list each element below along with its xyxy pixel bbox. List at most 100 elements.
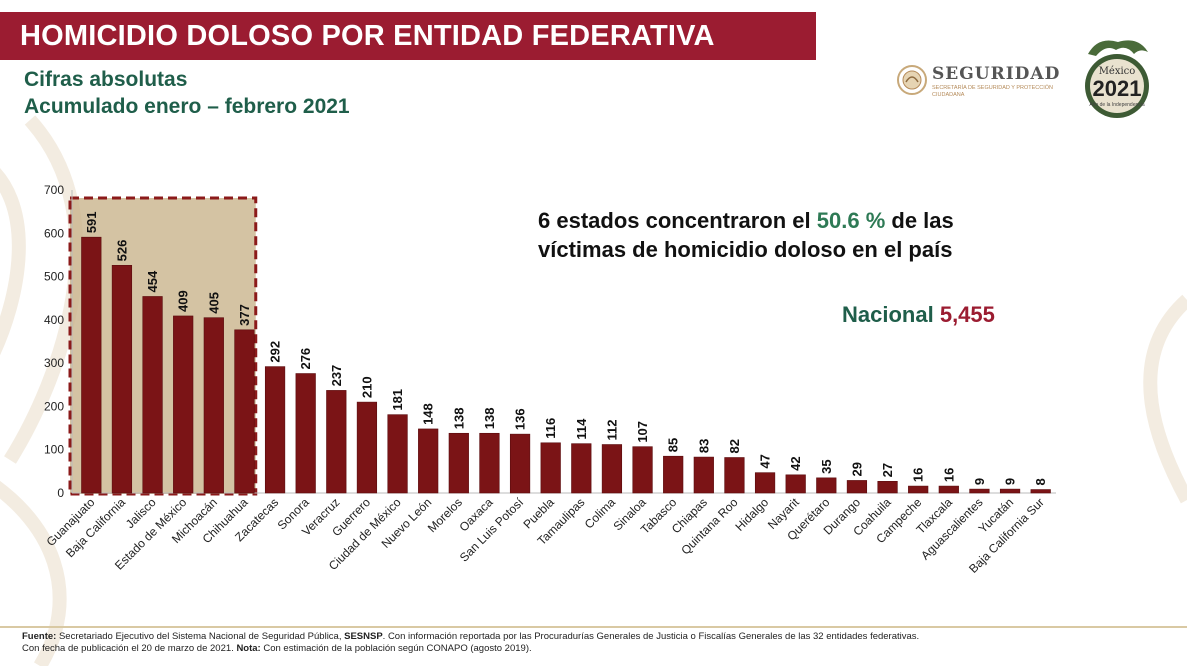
bar (173, 315, 194, 494)
data-label: 35 (819, 459, 834, 473)
y-tick-label: 500 (44, 270, 64, 284)
bar (601, 444, 623, 494)
mexico-2021-logo: México 2021 Año de la Independencia (1085, 40, 1149, 118)
page-title: HOMICIDIO DOLOSO POR ENTIDAD FEDERATIVA (0, 12, 816, 60)
footer-nota-label: Nota: (236, 643, 261, 654)
bar (908, 485, 929, 494)
bar (387, 414, 408, 494)
data-label: 276 (298, 348, 313, 370)
footer-fuente-label: Fuente: (22, 631, 57, 642)
bar (1030, 489, 1051, 494)
bar (785, 474, 806, 494)
data-label: 377 (237, 304, 252, 326)
bar (571, 443, 592, 494)
footer-sesnsp: SESNSP (344, 631, 383, 642)
data-label: 148 (421, 403, 436, 425)
bar (938, 485, 959, 494)
bar (418, 428, 439, 494)
bar (509, 433, 531, 494)
data-label: 27 (880, 463, 895, 477)
y-tick-label: 400 (44, 313, 64, 327)
nacional-value: 5,455 (939, 302, 995, 327)
data-label: 107 (635, 421, 650, 443)
subtitle-cifras: Cifras absolutas (24, 68, 188, 91)
data-label: 237 (329, 365, 344, 387)
bar (111, 265, 133, 494)
seguridad-logo: SEGURIDAD SECRETARÍA DE SEGURIDAD Y PROT… (896, 62, 1066, 102)
x-tick-label: Morelos (425, 495, 465, 535)
bar (877, 481, 898, 494)
y-tick-label: 0 (57, 486, 64, 500)
data-label: 42 (788, 456, 803, 470)
data-label: 9 (972, 478, 987, 485)
bar (846, 480, 868, 494)
data-label: 405 (206, 292, 221, 314)
bar (540, 442, 561, 494)
data-label: 454 (145, 270, 160, 292)
y-tick-label: 200 (44, 399, 64, 413)
bar (234, 329, 255, 494)
data-label: 85 (666, 438, 681, 452)
callout-text: 6 estados concentraron el 50.6 % de las … (538, 206, 954, 264)
data-label: 83 (696, 439, 711, 453)
data-label: 210 (359, 376, 374, 398)
data-label: 114 (574, 418, 589, 440)
bar (816, 477, 837, 494)
seal-icon (897, 65, 927, 95)
bar (448, 432, 469, 494)
callout-percentage: 50.6 % (816, 208, 886, 233)
subtitle-periodo: Acumulado enero – febrero 2021 (24, 95, 350, 118)
bar (693, 456, 714, 494)
bar (724, 457, 745, 494)
data-label: 16 (911, 468, 926, 482)
bar (203, 317, 224, 494)
y-tick-label: 700 (44, 183, 64, 197)
data-label: 116 (543, 418, 558, 439)
data-label: 112 (604, 420, 619, 441)
data-label: 8 (1033, 478, 1048, 485)
bar (326, 390, 347, 494)
data-label: 181 (390, 389, 405, 411)
bar (295, 373, 316, 494)
callout-line2: víctimas de homicidio doloso en el país (538, 237, 953, 262)
bar (999, 488, 1021, 494)
bar (81, 236, 102, 494)
seguridad-logo-subtext: SECRETARÍA DE SEGURIDAD Y PROTECCIÓN CIU… (932, 85, 1054, 98)
y-tick-label: 600 (44, 226, 64, 240)
data-label: 138 (451, 408, 466, 430)
footer-fuente-rest: . Con información reportada por las Proc… (382, 631, 920, 642)
footer-fecha: Con fecha de publicación el 20 de marzo … (22, 643, 237, 654)
data-label: 591 (84, 211, 99, 233)
data-label: 29 (849, 462, 864, 476)
data-label: 9 (1003, 478, 1018, 485)
bar (142, 296, 163, 494)
data-label: 526 (114, 240, 129, 262)
x-tick-label: Hidalgo (733, 495, 772, 534)
data-label: 82 (727, 439, 742, 453)
bar (754, 472, 776, 494)
bar (663, 455, 684, 494)
data-label: 136 (513, 408, 528, 430)
footer-fuente-text: Secretariado Ejecutivo del Sistema Nacio… (56, 631, 345, 642)
data-label: 292 (268, 341, 283, 363)
footer-divider (0, 626, 1187, 628)
bar (479, 432, 500, 494)
callout-line1-pre: 6 estados concentraron el (538, 208, 817, 233)
data-label: 138 (482, 408, 497, 430)
nacional-label: Nacional (842, 302, 934, 327)
logo-year-text: 2021 (1093, 76, 1142, 101)
bar (969, 488, 990, 494)
bar (264, 366, 286, 494)
seguridad-logo-text: SEGURIDAD (932, 64, 1061, 84)
logo-mexico-text: México (1099, 66, 1136, 77)
data-label: 409 (176, 290, 191, 312)
bar (632, 446, 653, 494)
data-label: 16 (941, 468, 956, 482)
y-tick-label: 300 (44, 356, 64, 370)
nacional-total: Nacional 5,455 (842, 302, 995, 328)
footer-nota-text: Con estimación de la población según CON… (260, 643, 532, 654)
y-tick-label: 100 (44, 443, 64, 457)
callout-line1-post: de las (885, 208, 954, 233)
bar-chart: 0100200300400500600700591Guanajuato526Ba… (44, 183, 1056, 576)
footer-note: Fuente: Secretariado Ejecutivo del Siste… (22, 631, 1172, 655)
